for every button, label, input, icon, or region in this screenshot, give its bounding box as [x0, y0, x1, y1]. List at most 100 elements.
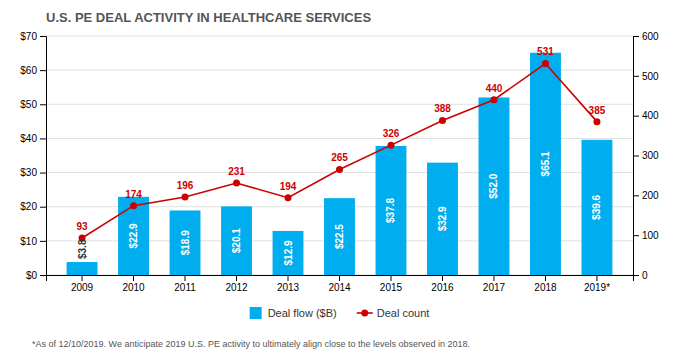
- tick-label: 300: [642, 150, 659, 161]
- tick: $0: [26, 270, 46, 281]
- tick: 200: [633, 190, 659, 201]
- tick-mark: [442, 275, 443, 281]
- tick: 2010: [122, 275, 145, 293]
- tick-label: 100: [642, 230, 659, 241]
- tick-mark: [633, 76, 639, 77]
- bar-label: $37.8: [385, 198, 396, 223]
- line-label: 531: [537, 46, 554, 57]
- bar: [479, 97, 510, 275]
- tick: $50: [20, 99, 46, 110]
- tick: $60: [20, 65, 46, 76]
- bar: [427, 163, 458, 275]
- tick-label: $60: [20, 65, 37, 76]
- tick-label: $20: [20, 201, 37, 212]
- line-label: 385: [589, 105, 606, 116]
- grid: [46, 36, 633, 275]
- tick-mark: [545, 275, 546, 281]
- tick-label: 2015: [380, 282, 403, 293]
- tick: 2015: [380, 275, 403, 293]
- legend-label: Deal count: [377, 307, 430, 319]
- tick: 2013: [277, 275, 300, 293]
- tick-label: 2017: [483, 282, 506, 293]
- bar-label: $3.8: [77, 239, 88, 259]
- marker: [387, 142, 394, 149]
- tick-mark: [40, 104, 46, 105]
- legend-item: Deal flow ($B): [250, 307, 337, 319]
- tick-label: 200: [642, 190, 659, 201]
- tick-label: $70: [20, 31, 37, 42]
- bar: [376, 146, 407, 275]
- line-label: 326: [383, 128, 400, 139]
- tick: 500: [633, 71, 659, 82]
- tick-label: 2012: [225, 282, 248, 293]
- tick-label: $0: [26, 270, 38, 281]
- footnote: *As of 12/10/2019. We anticipate 2019 U.…: [32, 339, 470, 349]
- tick-mark: [236, 275, 237, 281]
- tick-label: 2016: [431, 282, 454, 293]
- tick-mark: [40, 138, 46, 139]
- tick-mark: [40, 36, 46, 37]
- tick: 0: [633, 270, 648, 281]
- tick: 100: [633, 230, 659, 241]
- tick-mark: [633, 116, 639, 117]
- tick-label: 0: [642, 270, 648, 281]
- tick: 2009: [71, 275, 94, 293]
- bar: [118, 197, 149, 275]
- bar-label: $22.5: [334, 224, 345, 249]
- line-label: 440: [486, 83, 503, 94]
- bar: [582, 140, 613, 275]
- bar-label: $12.9: [283, 240, 294, 265]
- x-axis: 2009201020112012201320142015201620172018…: [47, 275, 634, 293]
- tick-mark: [633, 195, 639, 196]
- tick-mark: [633, 36, 639, 37]
- tick: 2017: [483, 275, 506, 293]
- bar: [273, 231, 304, 275]
- bar-label: $18.9: [180, 230, 191, 255]
- tick-label: 2009: [71, 282, 94, 293]
- tick-mark: [633, 235, 639, 236]
- marks: [67, 53, 613, 275]
- line-label: 231: [228, 166, 245, 177]
- tick-mark: [133, 275, 134, 281]
- legend-label: Deal flow ($B): [268, 307, 337, 319]
- y-axis: $0$10$20$30$40$50$60$70: [20, 31, 46, 281]
- tick: $70: [20, 31, 46, 42]
- tick-mark: [633, 156, 639, 157]
- legend-swatch: [250, 307, 262, 319]
- tick-label: 2014: [328, 282, 351, 293]
- bar: [170, 210, 201, 275]
- y2-axis: 0100200300400500600: [633, 31, 659, 281]
- axis-line: [634, 37, 640, 276]
- marker: [285, 194, 292, 201]
- tick-mark: [40, 275, 46, 276]
- marker: [336, 166, 343, 173]
- bar-label: $20.1: [231, 228, 242, 253]
- line: [82, 63, 597, 237]
- marker: [593, 118, 600, 125]
- tick: 300: [633, 150, 659, 161]
- marker: [182, 193, 189, 200]
- tick-label: $40: [20, 133, 37, 144]
- chart-svg: U.S. PE DEAL ACTIVITY IN HEALTHCARE SERV…: [0, 0, 679, 355]
- tick-label: 2018: [534, 282, 557, 293]
- bar-label: $52.0: [488, 173, 499, 198]
- tick-mark: [40, 173, 46, 174]
- line-label: 174: [125, 189, 142, 200]
- tick-mark: [40, 241, 46, 242]
- tick: 2014: [328, 275, 351, 293]
- line-label: 194: [280, 181, 297, 192]
- bar-label: $32.9: [437, 206, 448, 231]
- line-label: 93: [76, 221, 88, 232]
- marker: [490, 96, 497, 103]
- tick-mark: [339, 275, 340, 281]
- tick-label: 400: [642, 110, 659, 121]
- tick-mark: [40, 70, 46, 71]
- tick: 2012: [225, 275, 248, 293]
- tick-mark: [390, 275, 391, 281]
- marker: [439, 117, 446, 124]
- tick: $10: [20, 236, 46, 247]
- tick-mark: [185, 275, 186, 281]
- plot-area: $3.8$22.9$18.9$20.1$12.9$22.5$37.8$32.9$…: [20, 31, 659, 293]
- tick: 2016: [431, 275, 454, 293]
- tick-label: 500: [642, 71, 659, 82]
